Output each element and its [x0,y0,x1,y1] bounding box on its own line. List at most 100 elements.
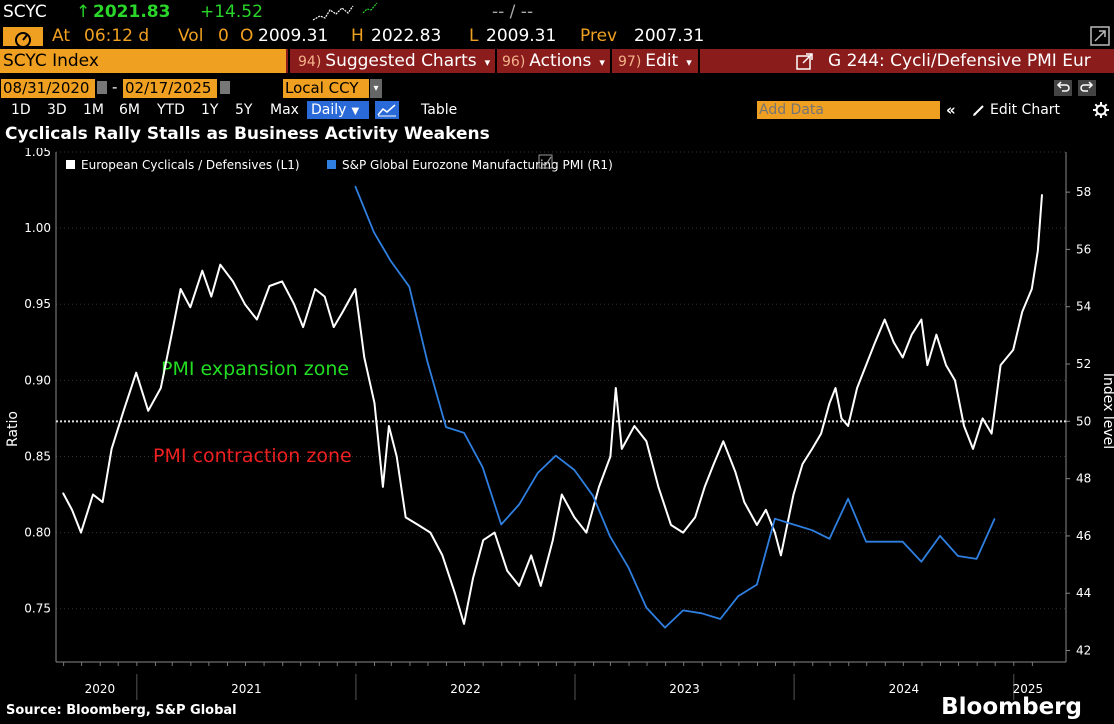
x-tick-label: 2023 [669,682,700,696]
expand-icon[interactable] [1090,26,1110,46]
period-max[interactable]: Max [270,102,299,118]
data-point [390,260,392,262]
data-point [426,360,428,362]
calendar-icon[interactable] [97,81,107,94]
data-point [902,541,904,543]
expansion-zone-label: PMI expansion zone [161,358,349,380]
line-chart-icon[interactable] [375,101,399,119]
currency-select[interactable]: Local CCY [283,79,369,98]
caret-down-icon: ▾ [484,56,491,69]
gauge-icon [3,27,43,46]
right-tick-label: 48 [1076,472,1091,486]
start-date-field[interactable]: 08/31/2020 [1,79,95,98]
data-point [396,455,398,458]
period-1y[interactable]: 1Y [201,102,219,118]
check-icon [540,156,552,167]
edit-chart-button[interactable]: Edit Chart [990,102,1061,118]
period-1m[interactable]: 1M [83,102,104,118]
data-point [373,231,375,233]
gear-icon[interactable] [1093,102,1109,118]
collapse-icon[interactable]: « [946,101,956,119]
security-field[interactable]: SCYC Index [0,49,286,73]
data-point [92,493,94,496]
data-point [518,585,520,587]
data-point [573,469,576,471]
table-button[interactable]: Table [421,102,458,118]
data-point [445,426,447,428]
data-point [664,627,666,629]
data-point [302,326,304,328]
period-5y[interactable]: 5Y [235,102,253,118]
data-point [1021,311,1023,313]
vol-label: Vol [178,26,204,46]
undo-icon[interactable] [1054,80,1072,96]
data-point [792,523,795,526]
data-point [1031,288,1033,290]
data-point [743,501,745,503]
right-axis-title: Index level [1100,373,1114,449]
caret-down-icon: ▾ [599,56,605,69]
end-date-field[interactable]: 02/17/2025 [123,79,217,98]
period-6m[interactable]: 6M [119,102,140,118]
data-point [847,425,849,427]
data-point [780,554,782,556]
data-point [555,455,557,457]
data-point [537,472,539,474]
data-point [219,264,221,266]
right-tick-label: 46 [1076,529,1091,543]
data-point [828,402,831,404]
edit-menu[interactable]: 97) Edit ▾ [618,49,692,73]
add-data-input[interactable] [757,101,940,119]
data-point [765,509,767,511]
left-tick-label: 1.05 [24,148,51,159]
data-point [71,509,73,511]
period-1d[interactable]: 1D [11,102,31,118]
data-point [573,516,576,518]
data-point [482,539,484,541]
vol-value: 0 [218,26,229,46]
series-line-cyclicals-defensives [62,194,1043,625]
period-ytd[interactable]: YTD [157,102,185,118]
data-point [704,486,706,488]
data-point [811,529,813,531]
frequency-select[interactable]: Daily ▼ [307,101,369,119]
calendar-icon[interactable] [220,81,230,94]
data-point [363,356,365,359]
suggested-charts-menu[interactable]: 94) Suggested Charts ▾ [298,49,490,73]
data-point [801,463,804,465]
redo-icon[interactable] [1078,80,1096,96]
launch-icon[interactable] [796,52,814,70]
data-point [482,466,484,468]
left-tick-label: 1.00 [24,221,51,235]
x-tick-label: 2025 [1013,682,1044,696]
caret-down-icon[interactable]: ▾ [370,79,382,98]
bid-ask: -- / -- [492,2,534,22]
range-bar: 08/31/2020 - 02/17/2025 Local CCY ▾ [0,78,1114,100]
data-point [856,387,858,389]
data-point [454,592,456,595]
data-point [774,518,776,520]
data-point [972,448,974,450]
open-value: 2009.31 [258,26,329,46]
period-3d[interactable]: 3D [47,102,67,118]
data-point [713,463,715,465]
data-point [552,539,554,541]
contraction-zone-label: PMI contraction zone [153,445,352,467]
data-point [441,554,443,556]
data-point [268,285,271,287]
left-tick-label: 0.75 [24,602,51,616]
data-point [333,326,335,328]
suggested-label: Suggested Charts [325,51,477,71]
x-tick-label: 2024 [889,682,920,696]
data-point [694,516,696,518]
data-point [354,288,356,290]
actions-menu[interactable]: 96) Actions ▾ [502,49,605,73]
data-point [645,440,648,442]
data-point [756,584,758,586]
x-tick-label: 2022 [450,682,481,696]
line-chart: 1.05 1.00 0.95 0.90 0.85 0.80 0.75 58 56 54 52 50 48… [5,145,1114,700]
data-point [609,455,612,458]
data-point [354,185,356,187]
data-point [991,433,993,435]
data-point [80,532,82,534]
